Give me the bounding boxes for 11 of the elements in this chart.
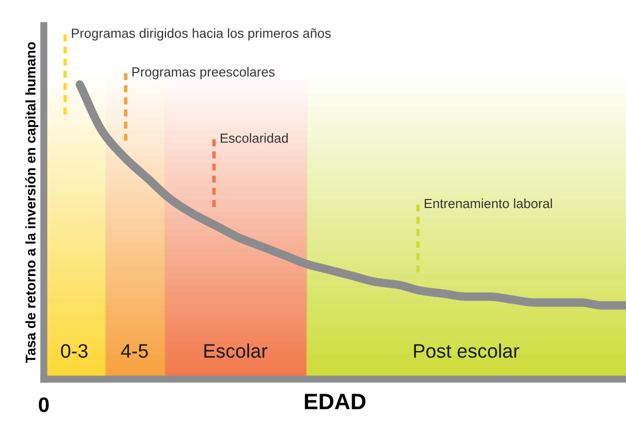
annotation: Escolar [204,344,268,358]
annotation: 4-5 [121,344,148,358]
text: Programas preescolares [132,66,275,80]
text: 0 [38,397,49,412]
annotation: Escolaridad [220,133,288,143]
y-axis-title: Tasa de retorno a la inversión en capital humano [25,42,38,363]
annotation: 0-3 [61,344,88,358]
annotation: Post escolar [414,344,520,358]
text: Programas dirigidos hacia los primeros años [72,28,331,41]
x-axis-title: EDAD [304,394,366,410]
annotation: Entrenamiento laboral [424,198,552,208]
